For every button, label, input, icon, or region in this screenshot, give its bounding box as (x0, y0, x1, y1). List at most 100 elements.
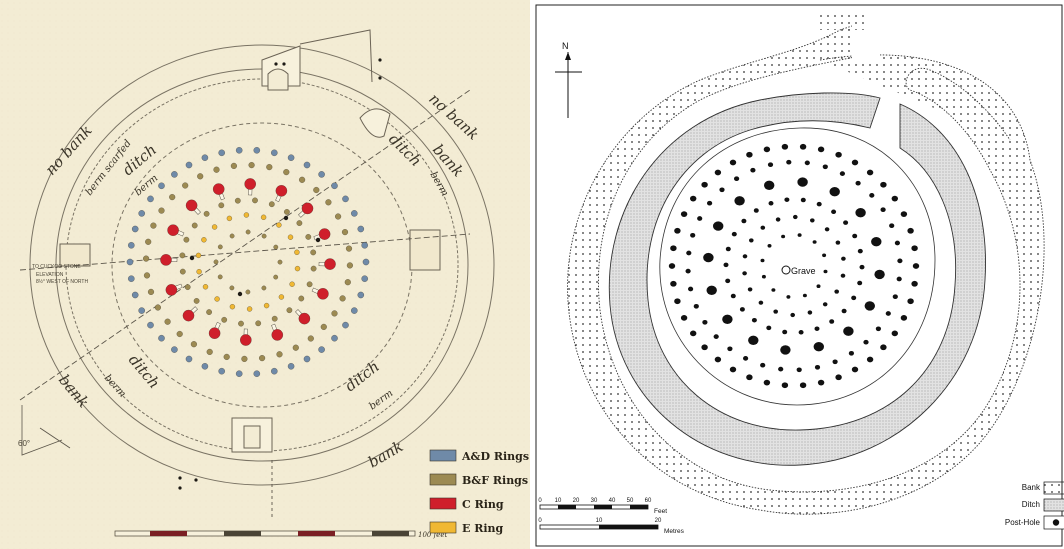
post-hole (768, 201, 774, 206)
post-hole (781, 143, 789, 150)
post-hole (851, 159, 859, 166)
post-hole (344, 279, 351, 286)
post-hole (313, 186, 320, 194)
post-hole (758, 300, 764, 305)
post-hole (784, 197, 790, 202)
post-hole (335, 213, 342, 220)
post-hole (268, 201, 275, 208)
post-hole (743, 356, 749, 361)
post-hole (840, 273, 846, 278)
post-hole (306, 281, 313, 288)
post-hole (203, 210, 210, 217)
post-hole (362, 258, 370, 266)
post-hole (822, 253, 827, 258)
post-hole (178, 476, 182, 480)
post-hole (911, 245, 918, 252)
post-hole (325, 199, 332, 206)
panel-gap (530, 0, 535, 549)
post-hole (835, 374, 842, 381)
post-hole (814, 364, 821, 370)
post-hole (245, 229, 251, 235)
post-hole (829, 319, 835, 324)
post-hole (276, 222, 282, 228)
post-hole (211, 224, 218, 230)
post-hole (303, 355, 311, 363)
post-hole (126, 258, 134, 266)
post-hole (287, 154, 295, 161)
post-hole (196, 269, 202, 275)
post-hole (296, 220, 303, 226)
post-hole (259, 355, 266, 362)
post-hole (176, 330, 183, 338)
post-hole (857, 280, 863, 286)
post-hole (341, 229, 349, 236)
post-hole (843, 220, 849, 225)
post-hole (729, 159, 737, 166)
feet-unit-label: Feet (654, 508, 667, 515)
post-hole (229, 233, 235, 239)
post-hole (701, 181, 708, 188)
post-hole (271, 329, 284, 341)
post-hole (790, 312, 795, 318)
post-hole (331, 182, 338, 190)
post-hole (183, 236, 190, 243)
post-hole (318, 228, 331, 240)
post-hole (869, 193, 875, 198)
post-hole (283, 215, 289, 221)
post-hole (315, 237, 321, 243)
post-hole (147, 321, 154, 329)
post-hole (185, 199, 198, 212)
post-hole (271, 367, 278, 375)
post-hole (234, 197, 241, 204)
post-hole (248, 162, 255, 169)
plan-key: Bank Ditch Post-Hole (1005, 481, 1064, 530)
post-hole (760, 258, 765, 263)
post-hole (324, 258, 336, 270)
post-hole (253, 147, 261, 154)
post-hole (907, 227, 914, 234)
post-hole (282, 62, 286, 66)
post-hole (760, 362, 766, 368)
post-hole (807, 310, 813, 315)
post-hole (897, 258, 903, 264)
post-hole (832, 359, 838, 365)
legend-swatch (429, 449, 457, 462)
post-hole (804, 160, 810, 166)
scale-tick-label: 20 (573, 498, 580, 504)
post-hole (273, 274, 279, 280)
post-hole (131, 291, 139, 299)
post-hole (307, 335, 314, 342)
post-hole (812, 240, 817, 244)
post-hole-rings-mono (668, 143, 920, 389)
post-hole (253, 370, 261, 377)
post-hole (891, 330, 898, 337)
post-hole (778, 366, 784, 372)
post-hole (688, 286, 694, 292)
post-hole (246, 306, 253, 312)
post-hole (185, 355, 193, 363)
post-hole (863, 339, 869, 345)
post-hole (230, 162, 237, 169)
post-hole (303, 161, 311, 169)
post-hole (713, 334, 719, 339)
post-hole (266, 164, 273, 171)
post-hole (164, 318, 171, 325)
post-hole (351, 210, 358, 217)
post-hole (894, 240, 901, 246)
post-hole (189, 255, 195, 261)
post-hole (310, 265, 317, 272)
post-hole (848, 350, 855, 356)
legend-label: B&F Rings (462, 474, 528, 487)
post-hole (217, 274, 223, 280)
post-hole (874, 269, 885, 280)
stone-note: TO CUCKOO STONE (32, 264, 81, 270)
post-hole (693, 303, 699, 309)
post-hole (851, 295, 857, 301)
post-hole (741, 218, 747, 224)
post-hole (218, 367, 225, 375)
post-hole (342, 321, 349, 329)
post-hole (668, 263, 676, 269)
post-hole (182, 309, 195, 322)
north-label: N (562, 41, 569, 51)
post-hole (674, 298, 681, 305)
